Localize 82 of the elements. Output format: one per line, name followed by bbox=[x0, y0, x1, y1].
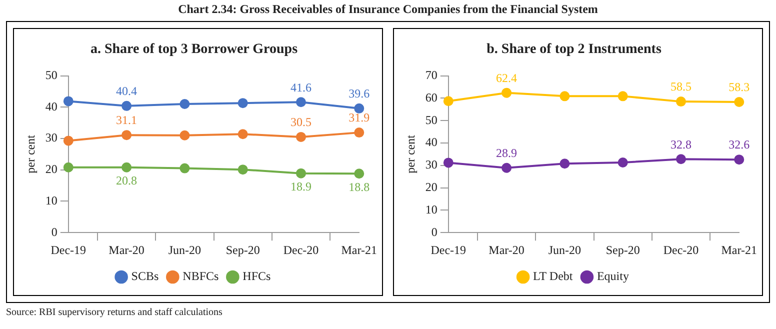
x-tick-label: Mar-21 bbox=[721, 242, 757, 257]
y-tick-label: 50 bbox=[45, 68, 58, 82]
y-tick-label: 40 bbox=[45, 99, 58, 114]
point bbox=[560, 91, 570, 102]
x-tick-label: Dec-19 bbox=[50, 242, 86, 257]
point bbox=[354, 103, 364, 114]
point bbox=[122, 162, 132, 172]
point bbox=[443, 96, 454, 106]
y-tick-label: 0 bbox=[431, 224, 438, 239]
point bbox=[122, 130, 132, 140]
x-tick-label: Dec-19 bbox=[430, 242, 466, 257]
data-label: 18.8 bbox=[348, 180, 370, 194]
x-tick-label: Mar-20 bbox=[108, 242, 144, 257]
y-tick-label: 20 bbox=[425, 180, 438, 194]
point bbox=[63, 162, 74, 172]
point bbox=[618, 91, 628, 102]
y-tick-label: 70 bbox=[425, 68, 438, 82]
point bbox=[502, 88, 512, 98]
point bbox=[676, 96, 686, 107]
data-label: 41.6 bbox=[290, 80, 312, 94]
y-tick-label: 60 bbox=[425, 90, 438, 104]
point bbox=[443, 158, 454, 168]
point bbox=[238, 129, 248, 140]
legend-label: NBFCs bbox=[182, 269, 220, 284]
data-label: 31.9 bbox=[348, 110, 370, 125]
data-label: 30.5 bbox=[290, 115, 312, 130]
data-label: 31.1 bbox=[116, 113, 138, 128]
point bbox=[354, 168, 364, 179]
y-tick-label: 30 bbox=[425, 158, 438, 172]
x-tick-label: Mar-21 bbox=[341, 242, 377, 257]
point bbox=[560, 158, 570, 169]
data-label: 32.8 bbox=[670, 137, 692, 152]
point bbox=[676, 154, 686, 164]
data-label: 58.3 bbox=[728, 80, 750, 94]
point bbox=[734, 154, 744, 165]
x-tick-label: Sep-20 bbox=[606, 242, 640, 257]
y-tick-label: 40 bbox=[425, 135, 438, 150]
y-tick-label: 50 bbox=[425, 112, 438, 127]
x-tick-label: Sep-20 bbox=[226, 242, 260, 257]
point bbox=[63, 136, 74, 146]
point bbox=[354, 128, 364, 138]
data-label: 20.8 bbox=[116, 174, 138, 188]
y-tick-label: 10 bbox=[425, 202, 438, 216]
point bbox=[618, 157, 628, 168]
x-tick-label: Jun-20 bbox=[168, 242, 202, 257]
data-label: 28.9 bbox=[496, 146, 518, 160]
chart-title: b. Share of top 2 Instruments bbox=[486, 42, 662, 58]
y-axis-title: per cent bbox=[403, 134, 418, 174]
x-tick-label: Dec-20 bbox=[283, 242, 319, 257]
y-tick-label: 30 bbox=[45, 130, 58, 145]
point bbox=[734, 97, 744, 108]
data-label: 62.4 bbox=[496, 70, 518, 85]
data-label: 32.6 bbox=[728, 138, 750, 152]
point bbox=[296, 97, 306, 108]
y-tick-label: 20 bbox=[45, 162, 58, 176]
y-axis-title: per cent bbox=[23, 134, 38, 174]
legend-label: LT Debt bbox=[533, 269, 574, 284]
point bbox=[180, 163, 190, 174]
x-tick-label: Jun-20 bbox=[548, 242, 582, 257]
x-tick-label: Mar-20 bbox=[488, 242, 524, 257]
point bbox=[296, 132, 306, 142]
text: Chart 2.34: Gross Receivables of Insurance Companies from the Financial System bbox=[177, 2, 599, 17]
chart-subtitle: a. Share of top 3 Borrower Groups bbox=[90, 42, 298, 58]
x-tick-label: Dec-20 bbox=[663, 242, 699, 257]
data-label: 40.4 bbox=[116, 84, 138, 98]
data-label: 39.6 bbox=[348, 86, 370, 101]
point bbox=[122, 100, 132, 111]
source-note: Source: RBI supervisory returns and staff calculations bbox=[6, 307, 224, 318]
legend-label: HFCs bbox=[242, 269, 272, 284]
point bbox=[296, 168, 306, 178]
point bbox=[502, 162, 512, 173]
point bbox=[238, 164, 248, 175]
point bbox=[180, 130, 190, 140]
point bbox=[63, 96, 74, 106]
y-tick-label: 0 bbox=[51, 224, 58, 239]
legend-label: Equity bbox=[596, 269, 629, 284]
point bbox=[180, 99, 190, 110]
data-label: 58.5 bbox=[670, 80, 692, 94]
y-tick-label: 10 bbox=[45, 193, 58, 208]
legend-label: SCBs bbox=[131, 269, 159, 284]
data-label: 18.9 bbox=[290, 179, 312, 194]
point bbox=[238, 98, 248, 108]
